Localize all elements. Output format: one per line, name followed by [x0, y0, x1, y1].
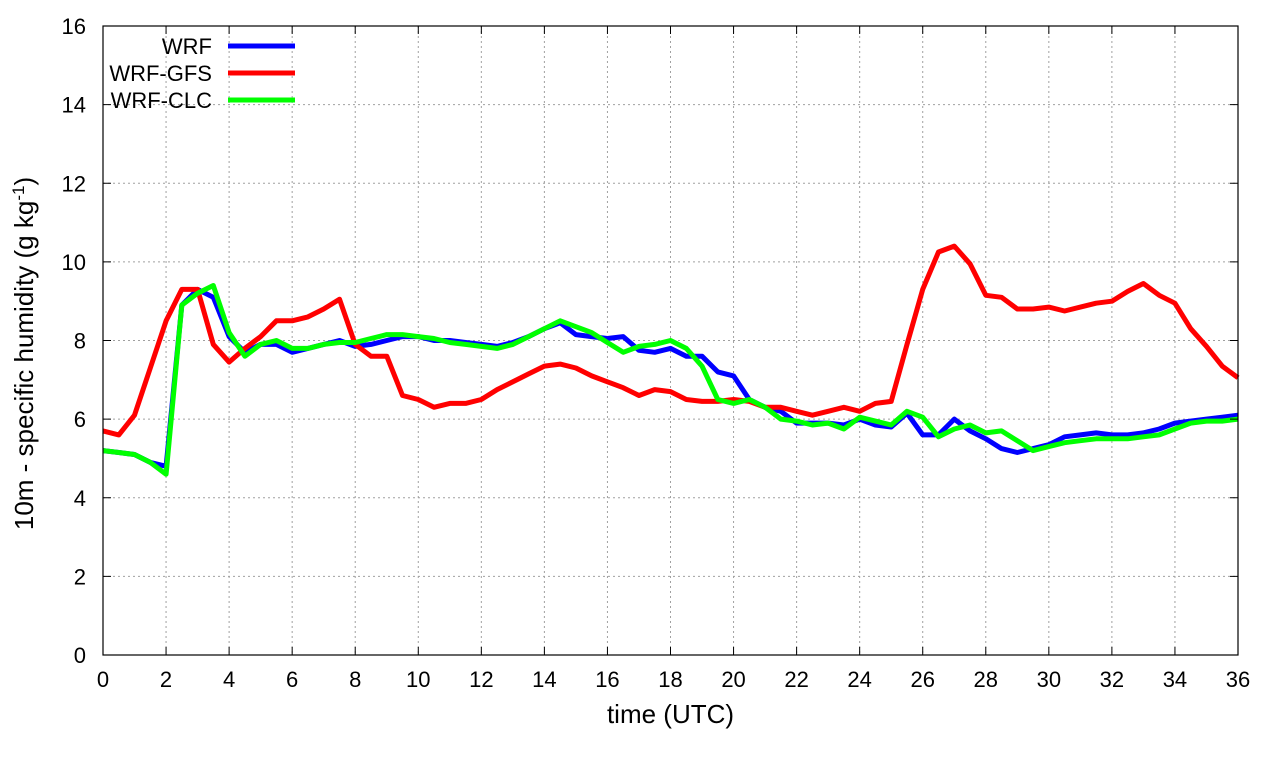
- grid: [103, 26, 1238, 655]
- y-tick-label: 16: [62, 14, 86, 39]
- x-tick-label: 4: [223, 667, 235, 692]
- x-axis-title: time (UTC): [607, 699, 734, 729]
- x-tick-label: 28: [974, 667, 998, 692]
- x-tick-label: 22: [784, 667, 808, 692]
- x-tick-label: 32: [1100, 667, 1124, 692]
- x-tick-label: 30: [1037, 667, 1061, 692]
- y-axis-title-close: ): [9, 177, 39, 186]
- series-line-wrf-clc: [102, 283, 1239, 477]
- y-axis-title-superscript: -1: [9, 186, 28, 201]
- x-tick-label: 10: [406, 667, 430, 692]
- x-tick-label: 16: [595, 667, 619, 692]
- x-tick-label: 36: [1226, 667, 1250, 692]
- x-tick-label: 2: [160, 667, 172, 692]
- x-tick-label: 34: [1163, 667, 1187, 692]
- x-tick-label: 18: [658, 667, 682, 692]
- y-tick-label: 0: [74, 643, 86, 668]
- x-tick-label: 14: [532, 667, 556, 692]
- series-lines: [102, 243, 1240, 477]
- legend-label-wrf: WRF: [162, 34, 212, 59]
- y-tick-label: 14: [62, 93, 86, 118]
- x-tick-label: 6: [286, 667, 298, 692]
- y-axis-title: 10m - specific humidity (g kg-1): [9, 177, 40, 530]
- y-tick-label: 4: [74, 486, 86, 511]
- x-tick-label: 20: [721, 667, 745, 692]
- y-tick-label: 10: [62, 250, 86, 275]
- legend-label-wrf-gfs: WRF-GFS: [109, 61, 212, 86]
- x-tick-label: 26: [910, 667, 934, 692]
- y-tick-label: 2: [74, 564, 86, 589]
- y-tick-label: 12: [62, 171, 86, 196]
- x-tick-label: 12: [469, 667, 493, 692]
- axis-ticks: 0 2 4 6 8 10 12 14 16 18 20 22 24 26 28 30 32 34 360246810…: [62, 14, 1251, 692]
- y-tick-label: 8: [74, 329, 86, 354]
- x-tick-label: 0: [97, 667, 109, 692]
- series-line-wrf-gfs: [102, 243, 1240, 438]
- y-axis-title-main: 10m - specific humidity (g kg: [9, 201, 39, 530]
- legend-label-wrf-clc: WRF-CLC: [111, 88, 213, 113]
- y-tick-label: 6: [74, 407, 86, 432]
- x-tick-label: 24: [847, 667, 871, 692]
- x-tick-label: 8: [349, 667, 361, 692]
